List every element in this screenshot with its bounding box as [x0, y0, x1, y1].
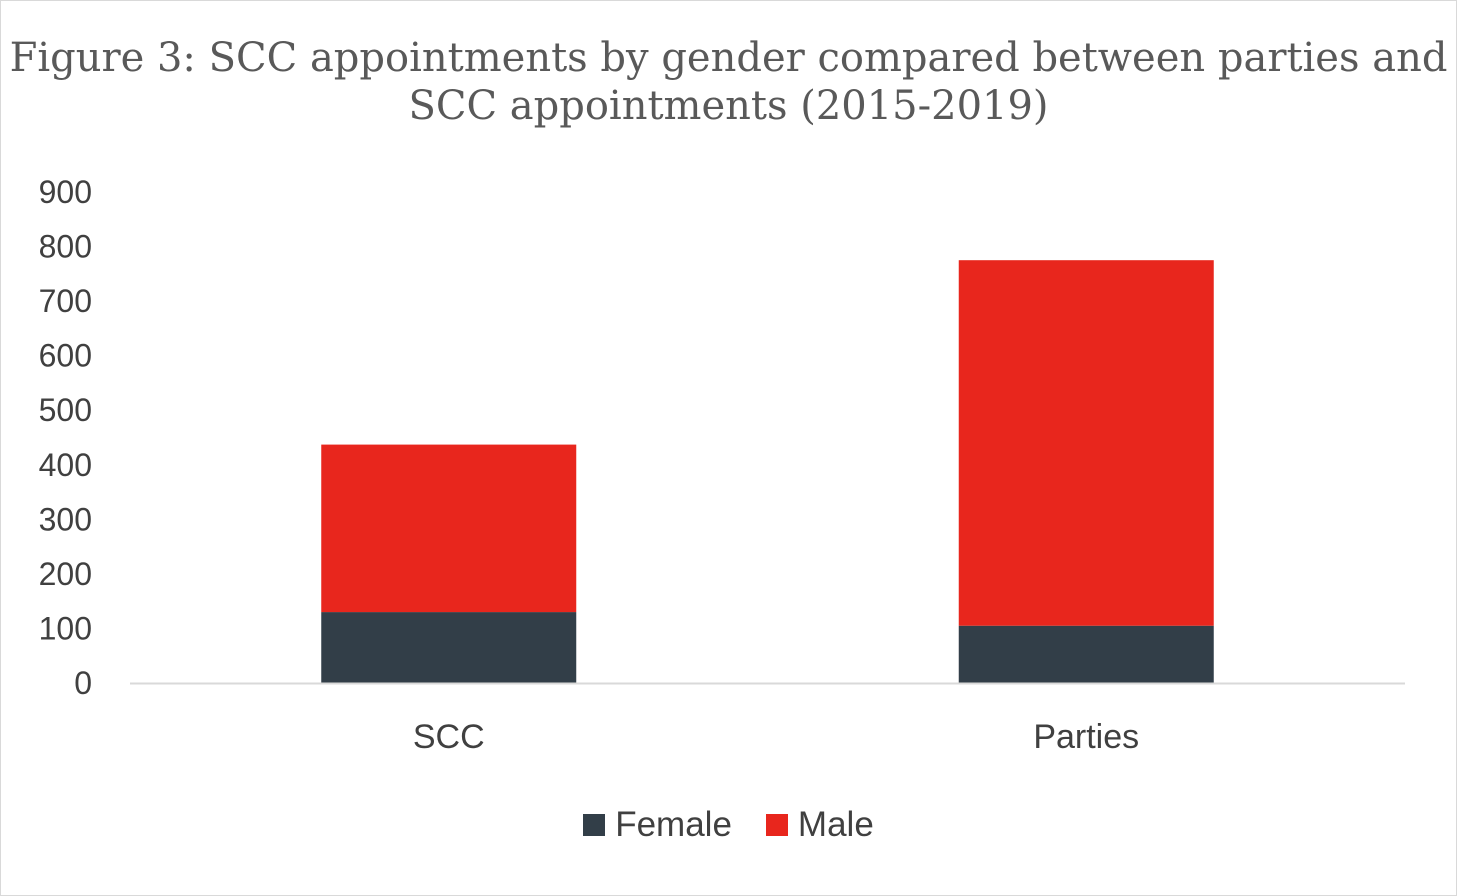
y-tick-label: 600: [39, 338, 92, 374]
y-tick-label: 200: [39, 556, 92, 592]
legend-swatch-male: [765, 814, 788, 836]
y-tick-label: 700: [39, 283, 92, 319]
y-tick-label: 500: [39, 392, 92, 428]
y-tick-label: 300: [39, 501, 92, 537]
bar-female-scc: [321, 612, 577, 683]
legend-label-female: Female: [615, 805, 732, 844]
bar-male-scc: [321, 444, 577, 613]
legend: Female Male: [0, 805, 1457, 845]
bar-male-parties: [958, 260, 1214, 626]
y-tick-label: 0: [74, 665, 92, 701]
y-tick-label: 400: [39, 447, 92, 483]
legend-label-male: Male: [797, 805, 874, 844]
y-tick-label: 100: [39, 610, 92, 646]
chart-title: Figure 3: SCC appointments by gender com…: [9, 35, 1448, 129]
bar-female-parties: [958, 625, 1214, 683]
x-category-label: Parties: [1033, 718, 1139, 756]
legend-swatch-female: [583, 814, 606, 836]
y-tick-label: 800: [39, 229, 92, 265]
y-tick-label: 900: [39, 174, 92, 210]
legend-item-female: Female: [583, 805, 732, 845]
x-category-label: SCC: [413, 718, 485, 756]
legend-item-male: Male: [765, 805, 874, 845]
